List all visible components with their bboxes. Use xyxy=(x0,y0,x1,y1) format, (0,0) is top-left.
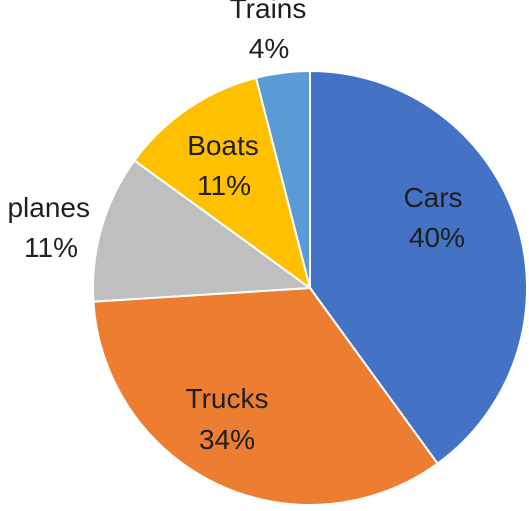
slice-category-label: Boats xyxy=(187,130,259,161)
slice-category-label: Trucks xyxy=(186,383,269,414)
pie-labels: Cars 40% Trucks 34% planes 11% Boats 11% Trains 4… xyxy=(7,0,465,455)
slice-percent-label: 34% xyxy=(199,424,255,455)
pie-slice-trains xyxy=(254,69,311,289)
slice-category-label: Cars xyxy=(403,182,462,213)
slice-percent-label: 40% xyxy=(409,222,465,253)
pie-slice-trucks xyxy=(92,286,439,506)
slice-percent-label: 11% xyxy=(24,232,78,263)
slice-percent-label: 11% xyxy=(197,170,251,201)
slice-category-label: Trains xyxy=(230,0,307,24)
pie-slice-planes xyxy=(92,159,313,303)
slice-category-label: planes xyxy=(7,192,90,223)
slice-percent-label: 4% xyxy=(249,33,289,64)
pie-slice-cars xyxy=(309,69,528,465)
pie-slice-boats xyxy=(133,76,312,291)
pie-slices xyxy=(92,69,528,506)
